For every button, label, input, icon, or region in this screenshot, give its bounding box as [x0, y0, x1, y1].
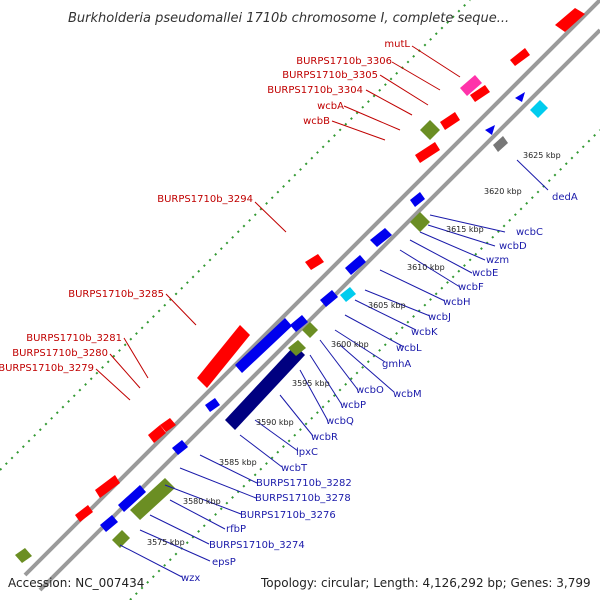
gene-forward[interactable] — [197, 325, 250, 388]
gene-label[interactable]: wcbC — [516, 227, 543, 238]
gene-reverse[interactable] — [320, 290, 338, 307]
gene-label[interactable]: BURPS1710b_3280 — [12, 348, 108, 359]
gene-forward[interactable] — [95, 475, 120, 498]
tick-label: 3595 kbp — [292, 379, 330, 388]
tick-label: 3585 kbp — [219, 458, 257, 467]
gene-reverse[interactable] — [370, 228, 392, 247]
gene-label[interactable]: wcbR — [311, 432, 338, 443]
gene-label[interactable]: wcbO — [356, 385, 384, 396]
gene-label[interactable]: wcbK — [411, 327, 438, 338]
gc-track-outer — [0, 0, 471, 471]
tick-label: 3600 kbp — [331, 340, 369, 349]
gene-label[interactable]: lpxC — [296, 447, 318, 458]
tick-label: 3620 kbp — [484, 187, 522, 196]
gene-label[interactable]: wcbT — [281, 463, 308, 474]
gene-olive[interactable] — [112, 530, 130, 548]
gene-forward[interactable] — [440, 112, 460, 130]
gene-olive[interactable] — [130, 478, 175, 520]
gene-label[interactable]: epsP — [212, 557, 236, 568]
gene-forward[interactable] — [415, 142, 440, 163]
gene-label[interactable]: wcbD — [499, 241, 527, 252]
gene-forward[interactable] — [160, 418, 176, 432]
gene-label[interactable]: wcbQ — [326, 416, 354, 427]
gene-forward[interactable] — [510, 48, 530, 66]
gene-olive[interactable] — [302, 322, 318, 338]
map-title: Burkholderia pseudomallei 1710b chromoso… — [68, 11, 509, 26]
gene-label[interactable]: wzm — [486, 255, 509, 266]
gene-reverse[interactable] — [485, 125, 495, 135]
gene-label[interactable]: wcbE — [472, 268, 498, 279]
gene-cyan[interactable] — [530, 100, 548, 118]
gene-forward[interactable] — [75, 505, 93, 522]
red-leader-lines — [95, 45, 461, 401]
gene-cyan[interactable] — [340, 287, 356, 302]
gene-label[interactable]: BURPS1710b_3304 — [267, 85, 363, 96]
gene-label[interactable]: wcbP — [340, 400, 366, 411]
gene-label[interactable]: BURPS1710b_3281 — [26, 333, 122, 344]
tick-label: 3590 kbp — [256, 418, 294, 427]
reverse-genes — [100, 92, 525, 532]
gene-label[interactable]: BURPS1710b_3294 — [157, 194, 253, 205]
gene-reverse[interactable] — [410, 192, 425, 207]
forward-genes — [75, 8, 585, 522]
tick-label: 3575 kbp — [147, 538, 185, 547]
gene-magenta[interactable] — [460, 75, 482, 96]
gene-reverse[interactable] — [345, 255, 366, 275]
gene-label[interactable]: wcbM — [393, 389, 422, 400]
tick-label: 3610 kbp — [407, 263, 445, 272]
tick-label: 3580 kbp — [183, 497, 221, 506]
blue-labels: dedA wcbC wcbD wzm wcbE wcbF wcbH wcbJ w… — [181, 192, 578, 584]
gene-label[interactable]: BURPS1710b_3285 — [68, 289, 164, 300]
gene-olive[interactable] — [410, 212, 430, 232]
gene-reverse[interactable] — [290, 315, 308, 332]
gene-label[interactable]: wcbH — [443, 297, 471, 308]
gene-reverse[interactable] — [118, 485, 146, 512]
gene-label[interactable]: rfbP — [226, 524, 246, 535]
gene-label[interactable]: BURPS1710b_3282 — [256, 478, 352, 489]
gene-olive[interactable] — [15, 548, 32, 563]
gene-label[interactable]: dedA — [552, 192, 578, 203]
accent-genes — [340, 75, 548, 302]
gene-label[interactable]: wzx — [181, 573, 200, 584]
gene-highlight[interactable] — [225, 345, 305, 430]
gene-label[interactable]: wcbJ — [428, 312, 451, 323]
tick-label: 3605 kbp — [368, 301, 406, 310]
topology-text: Topology: circular; Length: 4,126,292 bp… — [260, 576, 591, 590]
gene-forward[interactable] — [305, 254, 324, 270]
gene-label[interactable]: BURPS1710b_3306 — [296, 56, 392, 67]
gene-reverse[interactable] — [172, 440, 188, 455]
blue-leader-lines — [119, 159, 549, 578]
tick-label: 3615 kbp — [446, 225, 484, 234]
rna-genes — [15, 120, 440, 563]
gene-olive[interactable] — [288, 340, 306, 356]
gene-olive[interactable] — [420, 120, 440, 140]
gene-forward[interactable] — [555, 8, 585, 32]
gene-reverse[interactable] — [100, 515, 118, 532]
gene-label[interactable]: BURPS1710b_3279 — [0, 363, 94, 374]
gene-label[interactable]: BURPS1710b_3274 — [209, 540, 305, 551]
gene-label[interactable]: BURPS1710b_3276 — [240, 510, 336, 521]
gene-label[interactable]: wcbF — [458, 282, 484, 293]
gene-gray[interactable] — [493, 136, 508, 152]
gene-label[interactable]: gmhA — [382, 359, 411, 370]
red-labels: mutL BURPS1710b_3306 BURPS1710b_3305 BUR… — [0, 39, 410, 374]
gene-label[interactable]: BURPS1710b_3278 — [255, 493, 351, 504]
gc-track-inner — [129, 129, 600, 600]
gene-label[interactable]: wcbL — [396, 343, 422, 354]
gene-reverse[interactable] — [515, 92, 525, 102]
gene-forward[interactable] — [470, 85, 490, 102]
gene-label[interactable]: BURPS1710b_3305 — [282, 70, 378, 81]
accession-text: Accession: NC_007434 — [8, 576, 144, 590]
gene-forward[interactable] — [148, 425, 166, 443]
gene-reverse[interactable] — [235, 318, 292, 373]
tick-label: 3625 kbp — [523, 151, 561, 160]
backbone-upper — [23, 0, 600, 577]
gene-label[interactable]: wcbA — [317, 101, 344, 112]
gene-label[interactable]: mutL — [384, 39, 410, 50]
ticks: 3625 kbp 3620 kbp 3615 kbp 3610 kbp 3605… — [147, 151, 561, 547]
gene-reverse[interactable] — [205, 398, 220, 412]
gene-label[interactable]: wcbB — [303, 116, 330, 127]
